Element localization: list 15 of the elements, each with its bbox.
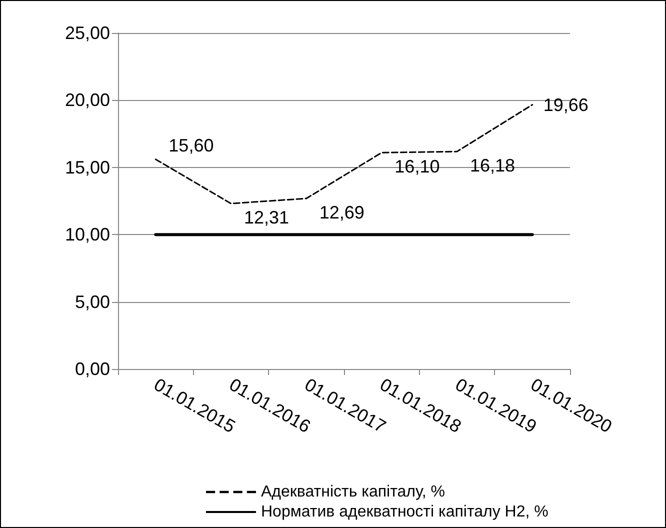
- legend-label: Адекватність капіталу, %: [261, 484, 445, 500]
- data-label: 16,10: [394, 156, 440, 177]
- data-label: 19,66: [543, 94, 588, 115]
- y-tick-label: 10,00: [64, 224, 110, 245]
- data-label: 12,69: [319, 202, 364, 222]
- data-label: 12,31: [244, 208, 290, 228]
- y-tick-label: 20,00: [64, 90, 110, 110]
- data-label: 15,60: [168, 135, 214, 156]
- data-label: 16,18: [470, 156, 516, 176]
- y-tick-label: 25,00: [64, 23, 110, 43]
- legend-label: Норматив адекватності капіталу Н2, %: [261, 504, 548, 520]
- y-tick-label: 5,00: [74, 292, 110, 312]
- y-tick-label: 0,00: [74, 359, 110, 379]
- y-tick-label: 15,00: [64, 157, 110, 178]
- line-series: [154, 104, 534, 204]
